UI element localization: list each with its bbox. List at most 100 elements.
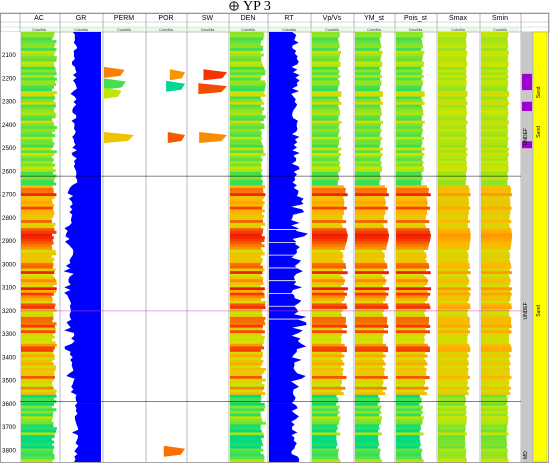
band-segment [355, 448, 381, 452]
band-segment [21, 265, 53, 269]
band-segment [481, 338, 510, 342]
band-segment [481, 83, 509, 87]
band-segment [312, 397, 339, 401]
band-segment [438, 413, 466, 417]
band-segment [312, 451, 339, 455]
band-segment [21, 99, 54, 103]
well-symbol-icon [229, 1, 239, 11]
band-segment [312, 50, 342, 54]
band-segment [481, 343, 511, 347]
track-header-den: DEN [241, 15, 256, 22]
band-segment [396, 314, 426, 318]
band-segment [438, 338, 468, 342]
band-segment [21, 271, 55, 275]
band-segment [230, 260, 263, 264]
band-segment [438, 295, 470, 299]
band-segment [355, 48, 380, 52]
band-segment [21, 96, 56, 100]
band-segment [312, 335, 342, 339]
band-segment [21, 349, 54, 353]
band-segment [438, 357, 468, 361]
property-lens [198, 83, 227, 95]
band-segment [21, 402, 54, 406]
band-segment [481, 34, 509, 38]
band-segment [355, 217, 384, 221]
band-segment [312, 319, 346, 323]
band-track-ac [21, 32, 57, 463]
band-segment [230, 459, 265, 463]
zone-label: Sand [536, 86, 542, 98]
band-segment [396, 276, 427, 280]
band-segment [438, 147, 468, 151]
band-segment [21, 440, 55, 444]
band-segment [438, 335, 468, 339]
band-segment [481, 101, 510, 105]
band-segment [230, 61, 263, 65]
band-segment [481, 77, 508, 81]
band-segment [21, 273, 53, 277]
band-segment [481, 324, 512, 328]
band-segment [21, 249, 56, 253]
band-segment [355, 101, 383, 105]
band-segment [481, 222, 510, 226]
band-segment [481, 171, 508, 175]
band-segment [355, 131, 381, 135]
band-segment [355, 139, 381, 143]
band-segment [396, 198, 428, 202]
band-segment [396, 373, 427, 377]
band-segment [230, 319, 265, 323]
depth-tick-label: 2600 [2, 168, 16, 175]
band-segment [481, 115, 508, 119]
band-segment [438, 48, 466, 52]
band-segment [355, 83, 382, 87]
band-segment [312, 292, 348, 296]
band-segment [481, 440, 507, 444]
band-segment [438, 109, 467, 113]
depth-tick-label: 2200 [2, 75, 16, 82]
band-segment [438, 303, 471, 307]
band-segment [396, 142, 423, 146]
band-segment [230, 118, 264, 121]
band-segment [355, 69, 382, 73]
band-segment [481, 314, 510, 318]
band-segment [481, 373, 510, 377]
band-segment [438, 136, 468, 140]
band-segment [481, 198, 511, 202]
band-segment [230, 405, 266, 409]
band-segment [21, 91, 57, 95]
band-segment [230, 134, 262, 138]
band-segment [438, 443, 466, 447]
band-segment [312, 373, 343, 377]
band-segment [438, 185, 469, 189]
band-segment [396, 58, 423, 62]
band-segment [230, 171, 262, 175]
band-segment [230, 281, 264, 285]
band-segment [438, 77, 466, 81]
band-segment [355, 206, 389, 210]
color-fill-strip [481, 27, 519, 32]
band-segment [481, 53, 509, 57]
band-segment [396, 300, 425, 304]
band-segment [312, 126, 339, 130]
band-segment [396, 69, 423, 73]
band-segment [481, 69, 509, 73]
band-segment [312, 190, 346, 194]
band-segment [396, 410, 423, 414]
band-segment [230, 394, 262, 398]
band-segment [230, 37, 264, 41]
zone-panel: UNDEF Sand Sand UNDEF Sand MD [0, 13, 549, 463]
band-segment [396, 123, 423, 127]
band-segment [21, 64, 55, 68]
band-segment [396, 150, 422, 154]
band-segment [312, 230, 347, 234]
band-segment [438, 209, 469, 213]
band-segment [438, 193, 471, 197]
band-segment [438, 397, 466, 401]
band-segment [21, 42, 56, 46]
band-segment [21, 386, 54, 390]
band-segment [396, 319, 429, 323]
property-lens [163, 445, 185, 457]
band-segment [230, 198, 263, 202]
band-segment [481, 351, 510, 355]
